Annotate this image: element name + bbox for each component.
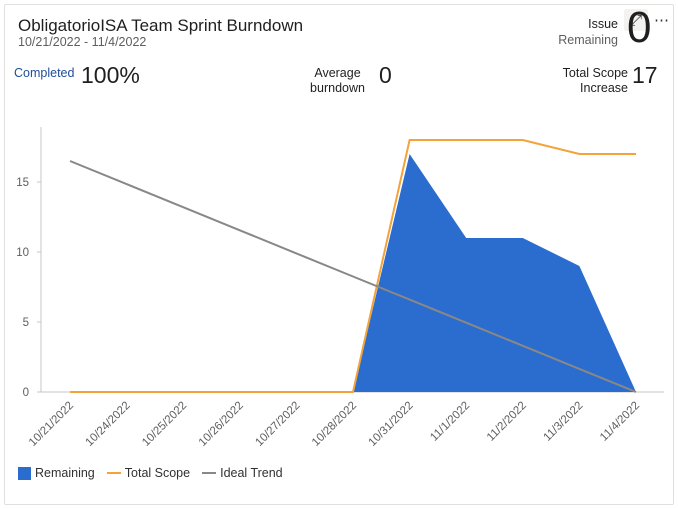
x-tick-label: 10/31/2022 — [367, 400, 416, 449]
x-tick-label: 10/21/2022 — [27, 400, 76, 449]
scope-label-line1: Total Scope — [562, 66, 628, 80]
x-tick-label: 11/2/2022 — [485, 400, 529, 444]
chart-legend: Remaining Total Scope Ideal Trend — [18, 466, 295, 480]
completed-value: 100% — [81, 62, 140, 88]
x-tick-label: 10/27/2022 — [253, 400, 302, 449]
legend-swatch-ideal-trend — [202, 472, 217, 474]
legend-item-remaining[interactable]: Remaining — [18, 466, 95, 480]
x-tick-label: 10/25/2022 — [140, 400, 189, 449]
legend-item-ideal-trend[interactable]: Ideal Trend — [202, 466, 283, 480]
x-tick-label: 10/26/2022 — [197, 400, 246, 449]
legend-label-ideal-trend: Ideal Trend — [220, 466, 283, 480]
legend-label-remaining: Remaining — [35, 466, 95, 480]
expand-icon[interactable]: ⤢ — [624, 9, 648, 31]
total-scope-increase-value: 17 — [632, 62, 658, 88]
issue-remaining-value: 0 — [627, 3, 652, 52]
x-tick-label: 11/1/2022 — [428, 400, 472, 444]
y-tick-label: 5 — [23, 317, 29, 329]
widget-title: ObligatorioISA Team Sprint Burndown — [18, 16, 304, 35]
average-burndown-label: Average burndown — [300, 66, 375, 96]
remaining-area — [70, 154, 636, 392]
legend-item-total-scope[interactable]: Total Scope — [106, 466, 191, 480]
completed-label[interactable]: Completed — [14, 66, 75, 80]
x-tick-label: 11/3/2022 — [541, 400, 585, 444]
x-tick-label: 10/28/2022 — [310, 400, 359, 449]
legend-label-total-scope: Total Scope — [124, 466, 191, 480]
date-range: 10/21/2022 - 11/4/2022 — [18, 35, 147, 49]
y-tick-label: 15 — [16, 177, 29, 189]
legend-swatch-remaining — [18, 466, 31, 480]
y-tick-label: 10 — [16, 247, 29, 259]
issue-label-line1: Issue — [588, 17, 618, 31]
legend-swatch-total-scope — [106, 472, 121, 474]
avg-label-line2: burndown — [310, 81, 365, 95]
more-options-icon[interactable]: ⋯ — [654, 12, 670, 29]
scope-label-line2: Increase — [580, 81, 628, 95]
total-scope-line — [70, 139, 636, 393]
x-tick-label: 11/4/2022 — [598, 400, 642, 444]
ideal-trend-line — [69, 160, 637, 393]
x-tick-label: 10/24/2022 — [84, 400, 133, 449]
issue-remaining-label: Issue Remaining — [540, 16, 618, 48]
average-burndown-value: 0 — [379, 62, 392, 88]
total-scope-increase-label: Total Scope Increase — [540, 66, 628, 96]
y-tick-label: 0 — [23, 387, 29, 399]
issue-label-line2: Remaining — [558, 33, 618, 47]
burndown-widget: ObligatorioISA Team Sprint Burndown 10/2… — [4, 4, 674, 505]
avg-label-line1: Average — [314, 66, 361, 80]
